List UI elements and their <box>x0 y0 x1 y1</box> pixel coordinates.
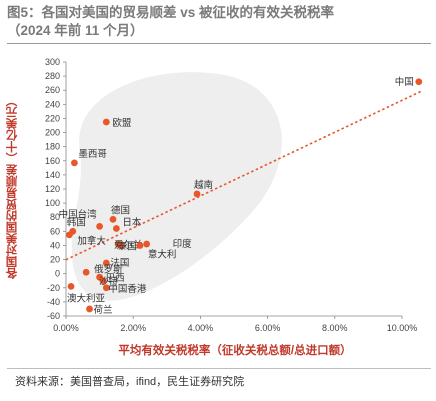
x-tick-label: 6.00% <box>255 323 281 333</box>
background-highlight-blob <box>71 72 282 301</box>
data-point <box>82 268 90 276</box>
y-tick-label: 260 <box>45 85 60 95</box>
data-point <box>109 215 117 223</box>
source-note: 资料来源：美国普查局，ifind，民生证券研究院 <box>15 376 245 388</box>
data-point-label: 中国台湾 <box>59 208 98 220</box>
data-point-label: 法国 <box>110 257 129 269</box>
data-point <box>415 78 423 86</box>
data-point-label: 韩国 <box>67 216 86 228</box>
data-point-label: 印度 <box>173 238 193 250</box>
y-tick-label: 180 <box>45 142 60 152</box>
data-point-label: 意大利 <box>148 248 177 260</box>
x-axis-label: 平均有效关税税率（征收关税总额/总进口额） <box>118 345 352 357</box>
data-point <box>118 242 125 249</box>
y-tick-label: 80 <box>50 212 60 222</box>
data-point <box>102 118 110 126</box>
data-point-label: 俄罗斯 <box>94 263 123 275</box>
y-tick-label: -40 <box>47 297 60 307</box>
y-tick-label: 120 <box>45 184 60 194</box>
x-tick-label: 4.00% <box>188 323 214 333</box>
data-point-label: 荷兰 <box>94 304 113 316</box>
data-point-label: 欧盟 <box>112 117 132 129</box>
data-point <box>102 284 110 292</box>
data-point-label: 澳大利亚 <box>67 292 106 304</box>
data-point-label: 日本 <box>122 217 142 229</box>
y-tick-label: 140 <box>45 170 60 180</box>
data-point <box>96 222 103 230</box>
data-point <box>113 225 120 232</box>
chart-title: 图5：各国对美国的贸易顺差 vs 被征收的有效关税税率 （2024 年前 11 … <box>7 5 335 38</box>
data-point <box>71 159 78 167</box>
y-tick-label: 20 <box>50 255 60 265</box>
y-tick-label: -60 <box>47 311 60 321</box>
data-point-label: 中国 <box>395 76 414 88</box>
x-tick-label: 10.00% <box>387 323 418 333</box>
x-tick-label: 8.00% <box>322 323 348 333</box>
data-point <box>99 277 107 285</box>
y-tick-label: 220 <box>45 113 60 123</box>
data-point-label: 墨西哥 <box>78 149 107 160</box>
data-point <box>86 305 93 313</box>
data-point-label: 沙特 <box>99 276 119 288</box>
y-tick-label: 0 <box>55 269 60 279</box>
data-point <box>67 282 75 290</box>
y-tick-label: 40 <box>50 240 60 250</box>
y-tick-label: 280 <box>45 71 60 81</box>
x-tick-label: 2.00% <box>120 323 146 333</box>
y-tick-label: -20 <box>47 283 60 293</box>
y-tick-label: 240 <box>45 99 60 109</box>
data-point-label: 越南 <box>194 179 213 191</box>
y-tick-label: 60 <box>50 226 60 236</box>
y-tick-label: 200 <box>45 128 60 138</box>
y-tick-label: 160 <box>45 156 60 166</box>
data-point <box>193 190 201 198</box>
trendline <box>65 90 423 261</box>
data-point-label: 德国 <box>111 204 130 216</box>
source-divider <box>7 368 431 369</box>
data-point <box>136 242 144 249</box>
data-point-label: 巴西 <box>106 273 125 284</box>
x-tick-label: 0.00% <box>53 323 79 333</box>
y-tick-label: 100 <box>45 198 60 208</box>
data-point <box>65 231 73 239</box>
y-tick-label: 300 <box>45 57 60 67</box>
data-point-label: 加拿大 <box>77 235 106 247</box>
title-divider <box>7 43 431 44</box>
data-point-label: 泰国 <box>117 240 136 252</box>
data-point <box>143 240 151 248</box>
data-point <box>102 259 110 267</box>
data-point-label: 中国香港 <box>108 283 147 295</box>
